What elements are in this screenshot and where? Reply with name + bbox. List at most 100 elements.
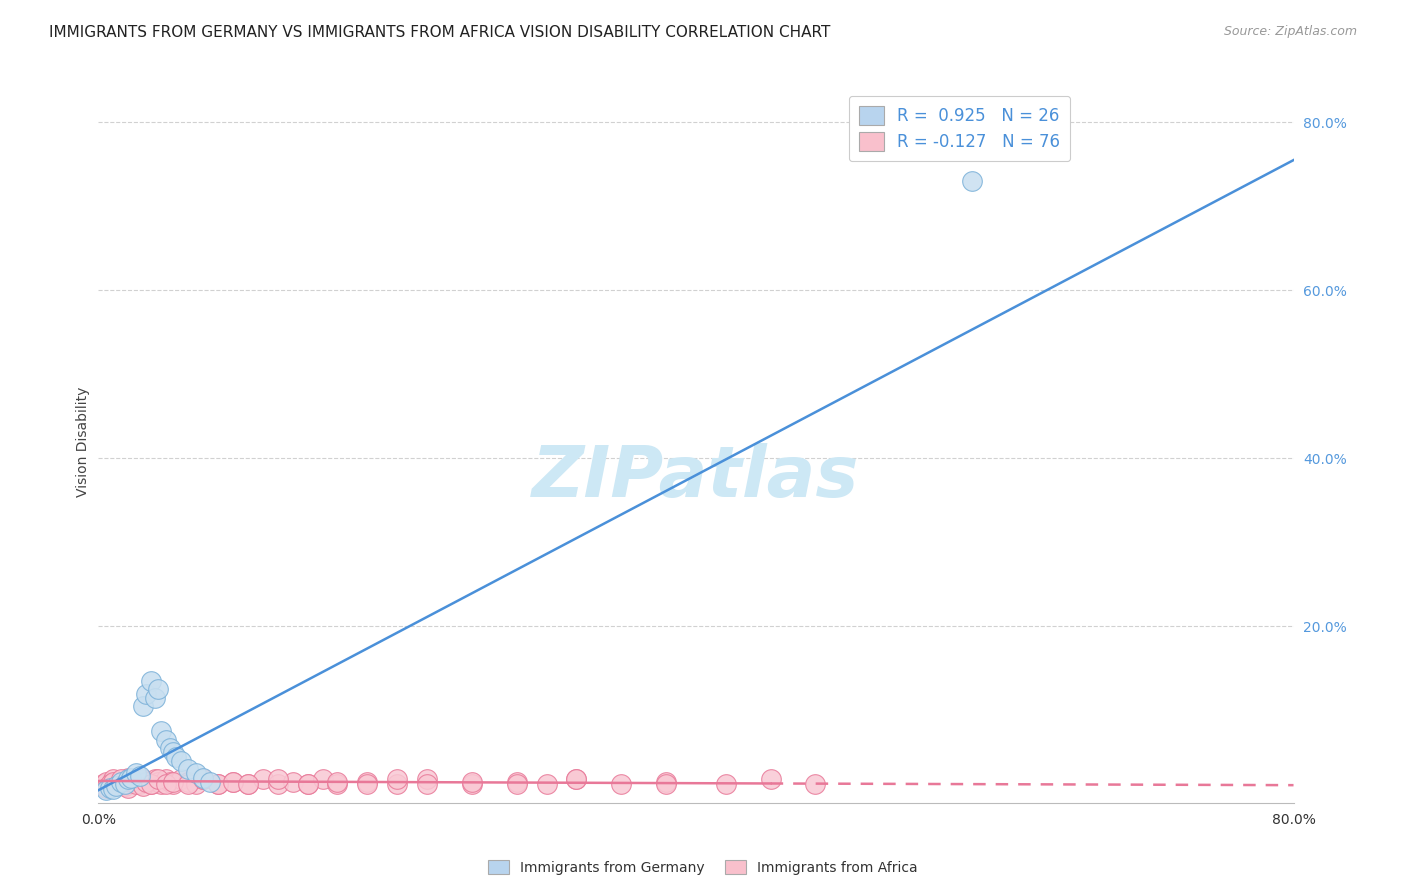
Point xyxy=(143,690,166,705)
Point xyxy=(191,771,214,785)
Point xyxy=(506,777,529,791)
Point xyxy=(416,772,439,787)
Point xyxy=(132,699,155,714)
Point xyxy=(461,777,484,791)
Point xyxy=(103,772,125,787)
Point xyxy=(281,774,304,789)
Point xyxy=(105,779,128,793)
Point xyxy=(139,777,162,791)
Point xyxy=(155,732,177,747)
Point xyxy=(222,774,245,789)
Point xyxy=(105,777,128,791)
Point xyxy=(125,772,148,787)
Point xyxy=(162,777,184,791)
Legend: R =  0.925   N = 26, R = -0.127   N = 76: R = 0.925 N = 26, R = -0.127 N = 76 xyxy=(849,95,1070,161)
Point xyxy=(267,772,290,787)
Point xyxy=(135,774,157,789)
Point xyxy=(129,777,152,791)
Point xyxy=(143,772,166,787)
Point xyxy=(159,774,181,789)
Point xyxy=(150,724,173,739)
Point xyxy=(159,741,181,756)
Point xyxy=(207,777,229,791)
Point xyxy=(169,772,191,787)
Legend: Immigrants from Germany, Immigrants from Africa: Immigrants from Germany, Immigrants from… xyxy=(482,855,924,880)
Point xyxy=(94,783,117,797)
Point xyxy=(155,772,177,787)
Point xyxy=(252,772,274,787)
Point xyxy=(110,772,132,787)
Point xyxy=(110,774,132,789)
Point xyxy=(135,774,157,789)
Point xyxy=(191,772,214,787)
Point xyxy=(297,777,319,791)
Text: Source: ZipAtlas.com: Source: ZipAtlas.com xyxy=(1223,25,1357,38)
Point xyxy=(135,687,157,701)
Point xyxy=(385,777,409,791)
Point xyxy=(148,774,170,789)
Point xyxy=(207,777,229,791)
Point xyxy=(297,777,319,791)
Point xyxy=(117,780,139,795)
Point xyxy=(356,777,378,791)
Point xyxy=(655,774,678,789)
Point xyxy=(94,780,117,795)
Point xyxy=(139,777,162,791)
Point xyxy=(416,777,439,791)
Point xyxy=(326,777,349,791)
Point xyxy=(162,745,184,759)
Point xyxy=(148,682,170,697)
Point xyxy=(804,777,827,791)
Y-axis label: Vision Disability: Vision Disability xyxy=(76,386,90,497)
Point xyxy=(97,779,120,793)
Point xyxy=(267,777,290,791)
Point xyxy=(114,777,136,791)
Point xyxy=(356,774,378,789)
Point xyxy=(129,769,152,783)
Point xyxy=(114,777,136,791)
Point xyxy=(311,772,333,787)
Point xyxy=(222,774,245,789)
Point xyxy=(655,777,678,791)
Point xyxy=(236,777,259,791)
Point xyxy=(565,772,588,787)
Point xyxy=(132,779,155,793)
Text: IMMIGRANTS FROM GERMANY VS IMMIGRANTS FROM AFRICA VISION DISABILITY CORRELATION : IMMIGRANTS FROM GERMANY VS IMMIGRANTS FR… xyxy=(49,25,831,40)
Point xyxy=(117,771,139,785)
Point xyxy=(184,766,207,780)
Point xyxy=(236,777,259,791)
Point xyxy=(103,782,125,797)
Point xyxy=(177,774,200,789)
Point xyxy=(385,772,409,787)
Point xyxy=(191,772,214,787)
Point xyxy=(565,772,588,787)
Point xyxy=(98,777,122,791)
Point xyxy=(177,762,200,776)
Point xyxy=(177,777,200,791)
Point xyxy=(120,774,142,789)
Point xyxy=(169,754,191,768)
Point xyxy=(120,774,142,789)
Point xyxy=(103,774,125,789)
Point xyxy=(98,780,122,795)
Point xyxy=(125,766,148,780)
Point xyxy=(132,772,155,787)
Point xyxy=(105,779,128,793)
Point xyxy=(125,777,148,791)
Point xyxy=(94,774,117,789)
Point xyxy=(536,777,558,791)
Point xyxy=(461,774,484,789)
Point xyxy=(200,774,222,789)
Point xyxy=(150,777,173,791)
Point xyxy=(610,777,633,791)
Point xyxy=(114,779,136,793)
Point xyxy=(962,174,984,188)
Point xyxy=(714,777,737,791)
Point xyxy=(506,774,529,789)
Point xyxy=(91,777,114,791)
Point xyxy=(148,772,170,787)
Point xyxy=(326,774,349,789)
Point xyxy=(129,772,152,787)
Point xyxy=(165,749,187,764)
Point xyxy=(139,673,162,688)
